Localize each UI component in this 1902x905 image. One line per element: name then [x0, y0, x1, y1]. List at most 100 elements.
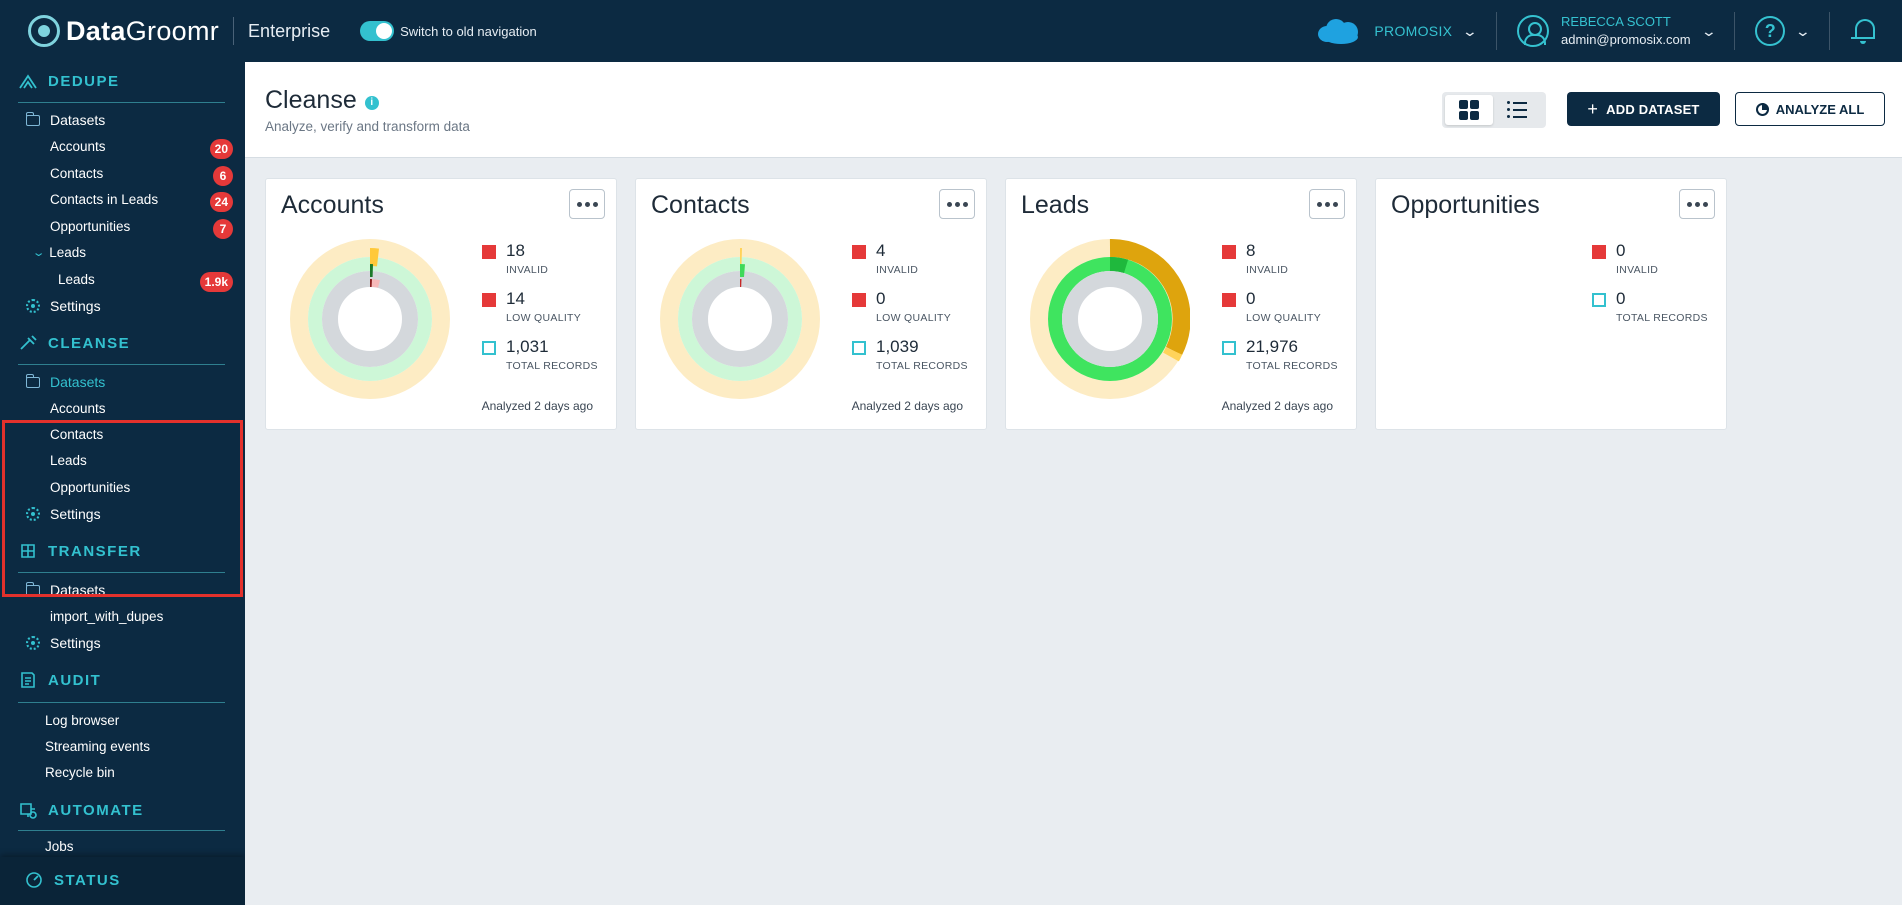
sidebar-section-dedupe[interactable]: DEDUPE — [18, 72, 120, 90]
logo-mark-icon — [28, 15, 60, 47]
chevron-down-icon[interactable]: ⌄ — [1794, 22, 1812, 39]
view-mode-toggle — [1442, 92, 1546, 128]
sidebar-item-dedupe-leads-leads[interactable]: Leads — [58, 272, 95, 287]
section-title: TRANSFER — [48, 542, 142, 560]
sidebar-item-transfer-settings[interactable]: Settings — [26, 635, 101, 651]
stat-invalid: 4 INVALID — [852, 241, 918, 276]
stat-low-quality: 0 LOW QUALITY — [1222, 289, 1321, 324]
stat-invalid: 8 INVALID — [1222, 241, 1288, 276]
total-records-legend-swatch — [1592, 293, 1606, 307]
sidebar-item-transfer-import-with-dupes[interactable]: import_with_dupes — [50, 609, 164, 624]
more-options-button[interactable] — [939, 189, 975, 219]
card-title: Accounts — [281, 191, 384, 219]
sidebar-section-automate[interactable]: AUTOMATE — [18, 801, 144, 819]
invalid-legend-swatch — [1592, 245, 1606, 259]
edition-label: Enterprise — [248, 20, 331, 41]
duplicate-count-badge: 7 — [213, 219, 233, 239]
sidebar-item-dedupe-contacts[interactable]: Contacts — [50, 166, 104, 181]
add-dataset-button[interactable]: + ADD DATASET — [1567, 92, 1720, 126]
low-quality-legend-swatch — [852, 293, 866, 307]
stat-low-quality: 0 LOW QUALITY — [852, 289, 951, 324]
duplicate-count-badge: 24 — [209, 192, 233, 212]
sidebar-item-cleanse-leads[interactable]: Leads — [50, 453, 87, 468]
list-view-icon — [1507, 101, 1527, 118]
dataset-card-contacts[interactable]: Contacts 4 INVALID 0 LOW QUALITY 1,039 TOTA… — [635, 178, 987, 430]
automate-icon — [20, 803, 37, 819]
sidebar-section-cleanse[interactable]: CLEANSE — [18, 334, 130, 352]
sidebar-item-dedupe-settings[interactable]: Settings — [26, 298, 101, 314]
grid-view-button[interactable] — [1445, 95, 1493, 125]
sidebar-item-automate-jobs[interactable]: Jobs — [45, 839, 74, 854]
sidebar-group-dedupe-leads[interactable]: ⌄ Leads — [31, 245, 87, 260]
sidebar-item-audit-recycle-bin[interactable]: Recycle bin — [45, 765, 115, 780]
page-subtitle: Analyze, verify and transform data — [265, 119, 470, 134]
duplicate-count-badge: 1.9k — [199, 272, 233, 292]
user-avatar-icon[interactable] — [1517, 15, 1550, 47]
sidebar-item-dedupe-datasets[interactable]: Datasets — [25, 111, 105, 128]
sidebar-item-audit-streaming-events[interactable]: Streaming events — [45, 739, 151, 754]
cleanse-icon — [20, 335, 37, 350]
section-title: STATUS — [54, 871, 121, 889]
status-bar[interactable]: STATUS — [0, 857, 245, 905]
more-options-button[interactable] — [569, 189, 605, 219]
chevron-down-icon[interactable]: ⌄ — [1461, 22, 1479, 39]
dataset-card-accounts[interactable]: Accounts 18 INVALID 14 LOW QUALITY 1,031 TO… — [265, 178, 617, 430]
analyzed-timestamp: Analyzed 2 days ago — [851, 399, 963, 413]
audit-icon — [21, 672, 35, 688]
divider — [1829, 12, 1830, 50]
sidebar-item-audit-log-browser[interactable]: Log browser — [45, 713, 120, 728]
stat-low-quality: 14 LOW QUALITY — [482, 289, 581, 324]
user-menu[interactable]: REBECCA SCOTT admin@promosix.com — [1561, 13, 1691, 49]
low-quality-legend-swatch — [482, 293, 496, 307]
more-options-button[interactable] — [1309, 189, 1345, 219]
section-title: CLEANSE — [48, 334, 131, 352]
low-quality-legend-swatch — [1222, 293, 1236, 307]
card-title: Opportunities — [1391, 191, 1540, 219]
sidebar-item-dedupe-accounts[interactable]: Accounts — [50, 139, 106, 154]
sidebar-section-audit[interactable]: AUDIT — [18, 671, 101, 689]
sidebar-item-dedupe-opportunities[interactable]: Opportunities — [50, 219, 131, 234]
total-records-legend-swatch — [482, 341, 496, 355]
pie-chart-icon — [1755, 102, 1769, 116]
notifications-bell-icon[interactable] — [1850, 16, 1880, 46]
section-divider — [18, 572, 225, 573]
analyze-all-button[interactable]: ANALYZE ALL — [1735, 92, 1885, 126]
list-view-button[interactable] — [1493, 95, 1541, 125]
stat-total-records: 1,039 TOTAL RECORDS — [852, 337, 968, 372]
old-navigation-toggle[interactable] — [360, 21, 395, 41]
analyzed-timestamp: Analyzed 2 days ago — [481, 399, 593, 413]
dataset-card-leads[interactable]: Leads 8 INVALID 0 LOW QUALITY 21,976 TOTAL … — [1005, 178, 1357, 430]
app-logo[interactable]: DataGroomr — [28, 15, 219, 47]
dedupe-icon — [19, 74, 37, 89]
section-title: AUDIT — [48, 671, 102, 689]
sidebar-section-status[interactable]: STATUS — [24, 871, 121, 889]
sidebar-item-dedupe-contacts-in-leads[interactable]: Contacts in Leads — [50, 192, 159, 207]
quality-donut-chart — [1030, 239, 1190, 399]
sidebar-item-cleanse-settings[interactable]: Settings — [26, 506, 101, 522]
sidebar-item-cleanse-accounts[interactable]: Accounts — [50, 401, 106, 416]
help-icon[interactable]: ? — [1755, 16, 1786, 46]
org-selector[interactable]: PROMOSIX — [1374, 23, 1453, 39]
sidebar-section-transfer[interactable]: TRANSFER — [18, 542, 142, 560]
divider — [1734, 12, 1736, 50]
user-name: REBECCA SCOTT — [1561, 14, 1671, 29]
section-divider — [18, 702, 225, 703]
stat-total-records: 0 TOTAL RECORDS — [1592, 289, 1708, 324]
sidebar: DEDUPE Datasets Accounts 20 Contacts 6 C… — [0, 62, 245, 905]
chevron-down-icon[interactable]: ⌄ — [1700, 22, 1717, 39]
sidebar-item-cleanse-contacts[interactable]: Contacts — [50, 427, 104, 442]
sidebar-item-cleanse-opportunities[interactable]: Opportunities — [50, 480, 131, 495]
invalid-legend-swatch — [852, 245, 866, 259]
quality-donut-chart — [660, 239, 820, 399]
stat-total-records: 21,976 TOTAL RECORDS — [1222, 337, 1338, 372]
divider — [1496, 12, 1498, 50]
more-options-button[interactable] — [1679, 189, 1715, 219]
folder-icon — [25, 111, 40, 126]
section-title: DEDUPE — [48, 72, 120, 90]
section-divider — [18, 364, 225, 365]
dataset-card-opportunities[interactable]: Opportunities 0 INVALID 0 TOTAL RECORDS — [1375, 178, 1727, 430]
chevron-down-icon[interactable]: ⌄ — [31, 247, 46, 259]
info-icon[interactable]: i — [364, 95, 379, 110]
analyzed-timestamp: Analyzed 2 days ago — [1221, 399, 1333, 413]
sidebar-item-cleanse-datasets[interactable]: Datasets — [25, 373, 105, 390]
